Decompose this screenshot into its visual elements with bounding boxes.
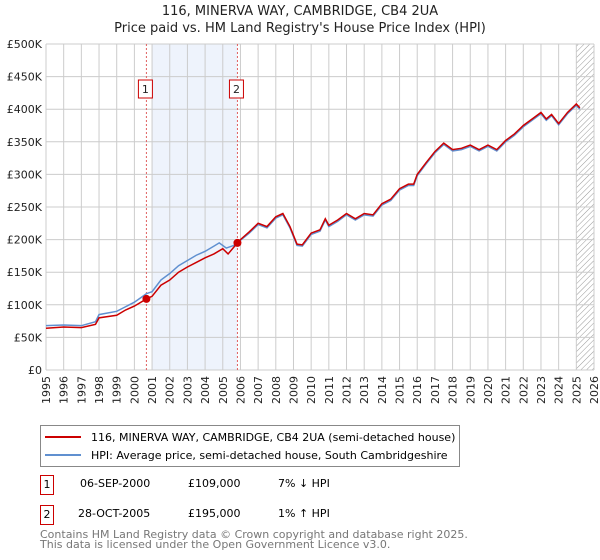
red-line-swatch xyxy=(45,436,81,438)
x-tick-label: 2008 xyxy=(270,376,283,404)
hpi-line xyxy=(45,104,581,327)
footer-line: Contains HM Land Registry data © Crown c… xyxy=(40,528,468,541)
x-tick-label: 2018 xyxy=(447,376,460,404)
x-tick-label: 1998 xyxy=(93,376,106,404)
x-tick-label: 2026 xyxy=(588,376,600,404)
y-tick-label: £250K xyxy=(7,201,43,214)
chart-subtitle: Price paid vs. HM Land Registry's House … xyxy=(114,21,486,36)
x-tick-label: 2010 xyxy=(305,376,318,404)
x-tick-label: 2016 xyxy=(411,376,424,404)
x-tick-label: 2020 xyxy=(482,376,495,404)
x-tick-label: 2011 xyxy=(323,376,336,404)
sale-hpi-diff: 7% ↓ HPI xyxy=(278,477,330,490)
blue-line-swatch xyxy=(45,454,81,456)
x-tick-label: 1997 xyxy=(75,376,88,404)
property-price-line xyxy=(45,102,581,330)
legend-label: HPI: Average price, semi-detached house,… xyxy=(91,448,448,462)
price-chart: 1995 1996 1997 1998 1999 2000 2001 2002 2003 2004… xyxy=(7,38,600,404)
sale-label-box xyxy=(228,79,244,99)
x-tick-label: 2025 xyxy=(570,376,583,404)
y-tick-label: £300K xyxy=(7,168,43,181)
x-tick-label: 2023 xyxy=(535,376,548,404)
sale-date: 06-SEP-2000 xyxy=(80,477,151,490)
sale-label: 2 xyxy=(233,83,240,96)
x-tick-label: 2013 xyxy=(358,376,371,404)
footer: Contains HM Land Registry data © Crown c… xyxy=(40,528,468,551)
x-tick-label: 2000 xyxy=(128,376,141,404)
y-tick-label: £350K xyxy=(7,136,43,149)
y-tick-label: £0 xyxy=(28,364,42,377)
x-tick-label: 2009 xyxy=(287,376,300,404)
legend-item-hpi: HPI: Average price, semi-detached house,… xyxy=(41,447,448,463)
y-tick-label: £50K xyxy=(14,331,43,344)
y-tick-label: £400K xyxy=(7,103,43,116)
y-tick-label: £200K xyxy=(7,234,43,247)
legend-item-property: 116, MINERVA WAY, CAMBRIDGE, CB4 2UA (se… xyxy=(41,429,455,445)
legend: 116, MINERVA WAY, CAMBRIDGE, CB4 2UA (se… xyxy=(40,425,460,467)
x-tick-label: 2006 xyxy=(234,376,247,404)
sale-badge: 2 xyxy=(40,505,54,525)
x-tick-label: 1999 xyxy=(111,376,124,404)
y-tick-label: £100K xyxy=(7,299,43,312)
x-tick-label: 2012 xyxy=(341,376,354,404)
sale-badge: 1 xyxy=(40,475,54,495)
x-tick-label: 2019 xyxy=(464,376,477,404)
x-tick-label: 2021 xyxy=(500,376,513,404)
x-tick-label: 2022 xyxy=(517,376,530,404)
x-tick-label: 2001 xyxy=(146,376,159,404)
x-tick-label: 2017 xyxy=(429,376,442,404)
sale-label-box xyxy=(137,79,153,99)
sale-row: 2 28-OCT-2005 £195,000 1% ↑ HPI xyxy=(40,505,560,525)
y-tick-label: £150K xyxy=(7,266,43,279)
sale-hpi-diff: 1% ↑ HPI xyxy=(278,507,330,520)
x-tick-label: 2015 xyxy=(394,376,407,404)
x-tick-label: 2007 xyxy=(252,376,265,404)
sale-point xyxy=(233,238,242,247)
x-tick-label: 2005 xyxy=(217,376,230,404)
sale-point xyxy=(142,294,151,303)
x-tick-label: 2002 xyxy=(164,376,177,404)
sale-date: 28-OCT-2005 xyxy=(78,507,151,520)
y-tick-label: £450K xyxy=(7,71,43,84)
chart-title: 116, MINERVA WAY, CAMBRIDGE, CB4 2UA xyxy=(161,4,439,19)
x-tick-label: 2014 xyxy=(376,376,389,404)
footer-line: This data is licensed under the Open Gov… xyxy=(40,538,391,551)
x-tick-label: 1996 xyxy=(58,376,71,404)
sale-label: 1 xyxy=(142,83,149,96)
x-tick-label: 2003 xyxy=(181,376,194,404)
x-tick-label: 1995 xyxy=(40,376,53,404)
x-tick-label: 2004 xyxy=(199,376,212,404)
sale-price: £195,000 xyxy=(188,507,241,520)
x-tick-label: 2024 xyxy=(553,376,566,404)
y-tick-label: £500K xyxy=(7,38,43,51)
sale-price: £109,000 xyxy=(188,477,241,490)
sale-row: 1 06-SEP-2000 £109,000 7% ↓ HPI xyxy=(40,475,560,495)
legend-label: 116, MINERVA WAY, CAMBRIDGE, CB4 2UA (se… xyxy=(91,430,456,444)
